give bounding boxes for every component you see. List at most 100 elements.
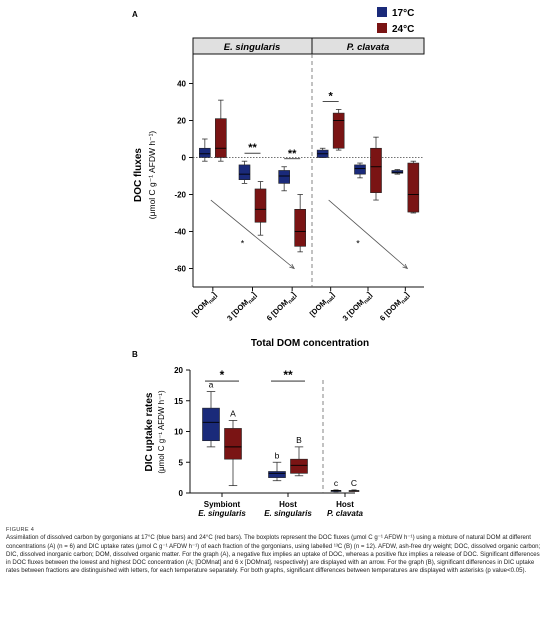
panel-a-box-3-1-box bbox=[332, 112, 345, 149]
panel-a-box-2-1 bbox=[294, 194, 306, 253]
panel-a-box-0-1 bbox=[215, 99, 227, 162]
panel-a-xtick-close-0: ] bbox=[210, 290, 218, 298]
panel-b-ytick-label-1: 5 bbox=[179, 458, 184, 467]
panel-b-xtick-label-2-1: E. singularis bbox=[264, 509, 312, 518]
panel-a-box-4-1-box bbox=[370, 147, 382, 193]
panel-a-xtick-close-4: ] bbox=[365, 290, 373, 298]
panel-a-box-5-1-box bbox=[407, 162, 420, 213]
panel-b-xtick-label-1-2: Host bbox=[336, 500, 354, 509]
panel-a-box-4-0-box bbox=[354, 164, 366, 175]
panel-a-ytick-label-0: -60 bbox=[174, 265, 186, 274]
panel-a-sig-label-0: ** bbox=[248, 142, 257, 154]
panel-a-header: E. singularis P. clavata bbox=[192, 37, 425, 55]
panel-b-xtick-label-2-0: E. singularis bbox=[198, 509, 246, 518]
panel-b-box-2-1 bbox=[348, 489, 360, 492]
panel-a-box-3-0 bbox=[316, 147, 329, 158]
figure-caption: FIGURE 4 Assimilation of dissolved carbo… bbox=[6, 526, 546, 576]
panel-a-ytick-label-5: 40 bbox=[177, 80, 186, 89]
legend: 17°C 24°C bbox=[377, 7, 414, 35]
legend-swatch-24 bbox=[377, 23, 387, 33]
panel-a-xtick-label-5: 6 [DOMnat] bbox=[378, 290, 413, 325]
panel-a-box-2-1-box bbox=[294, 209, 306, 247]
panel-b-xtick-label-2-2: P. clavata bbox=[327, 509, 363, 518]
panel-a-box-1-1-box bbox=[254, 188, 267, 223]
panel-a-box-3-1 bbox=[332, 109, 345, 151]
panel-a-trend-arrowhead-0 bbox=[289, 263, 295, 270]
panel-a-xtick-sub-5: nat bbox=[400, 295, 410, 305]
panel-a-box-2-0 bbox=[278, 166, 290, 192]
panel-b-box-1-1-box bbox=[290, 458, 308, 474]
panel-a-box-5-0-box bbox=[391, 170, 404, 174]
group-label-p-clavata: P. clavata bbox=[347, 42, 390, 53]
panel-a-header-box bbox=[192, 37, 425, 55]
panel-b-letter-0: a bbox=[209, 380, 214, 390]
panel-a-trend-arrow-0 bbox=[210, 199, 295, 269]
panel-a-box-1-0-box bbox=[238, 164, 251, 180]
panel-b-box-0-1-box bbox=[224, 428, 242, 460]
panel-a-xtick-label-1: 3 [DOMnat] bbox=[225, 290, 260, 325]
caption-text: Assimilation of dissolved carbon by gorg… bbox=[6, 534, 541, 575]
panel-b-sig-label-1: ** bbox=[283, 368, 293, 382]
panel-a-trend-label-1: * bbox=[356, 238, 360, 248]
panel-a-xtick-sub-3: nat bbox=[326, 295, 336, 305]
panel-a-trend-arrow-1 bbox=[328, 199, 408, 269]
caption-label: FIGURE 4 bbox=[6, 527, 35, 533]
panel-b-ytick-label-2: 10 bbox=[174, 428, 183, 437]
panel-a-xtick-label-4: 3 [DOMnat] bbox=[341, 290, 376, 325]
panel-a-ytick-label-1: -40 bbox=[174, 228, 186, 237]
panel-a-box-5-1 bbox=[407, 160, 420, 214]
panel-b-box-0-0 bbox=[202, 391, 220, 448]
legend-label-24: 24°C bbox=[392, 24, 414, 35]
panel-a-ytick-label-4: 20 bbox=[177, 117, 186, 126]
panel-b-ytick-label-4: 20 bbox=[174, 366, 183, 375]
panel-b-letter-3: B bbox=[296, 435, 302, 445]
panel-a-xtick-sub-4: nat bbox=[363, 295, 373, 305]
panel-a-ylabel-2: (μmol C g⁻¹ AFDW h⁻¹) bbox=[147, 131, 157, 220]
panel-b-ylabel-2: (μmol C g⁻¹ AFDW h⁻¹) bbox=[157, 390, 166, 474]
panel-b-ytick-label-0: 0 bbox=[179, 489, 184, 498]
panel-a-box-1-1 bbox=[254, 181, 267, 236]
group-label-e-singularis: E. singularis bbox=[224, 42, 281, 53]
panel-a-box-5-0 bbox=[391, 169, 404, 175]
panel-b-xtick-label-1-0: Symbiont bbox=[204, 500, 241, 509]
panel-a-letter: A bbox=[132, 10, 138, 19]
panel-a-ylabel-1: DOC fluxes bbox=[133, 148, 144, 202]
panel-b-sig-label-0: * bbox=[220, 368, 225, 382]
panel-a-xtick-label-2: 6 [DOMnat] bbox=[265, 290, 300, 325]
legend-swatch-17 bbox=[377, 7, 387, 17]
panel-b-box-2-0 bbox=[330, 489, 342, 493]
panel-a-xtick-close-3: ] bbox=[328, 290, 336, 298]
panel-b-letter-4: c bbox=[334, 478, 339, 488]
panel-a-box-0-0-box bbox=[199, 147, 211, 158]
panel-a-xtick-label-3: [DOMnat] bbox=[308, 290, 338, 320]
panel-a-sig-label-2: * bbox=[329, 90, 334, 102]
panel-a-ytick-label-3: 0 bbox=[182, 154, 187, 163]
figure: 17°C 24°C A E. singularis P. clavata -60… bbox=[132, 7, 425, 518]
panel-a-box-0-0 bbox=[199, 138, 211, 162]
panel-a-box-2-0-box bbox=[278, 170, 290, 184]
panel-b-box-1-1 bbox=[290, 446, 308, 477]
panel-a-xtick-sub-0: nat bbox=[208, 295, 218, 305]
panel-b-letter-2: b bbox=[275, 450, 280, 460]
panel-a-xtick-sub-2: nat bbox=[287, 295, 297, 305]
panel-b-box-1-0-box bbox=[268, 471, 286, 478]
panel-a-sig-label-1: ** bbox=[288, 148, 297, 160]
panel-a-xtick-close-1: ] bbox=[250, 290, 258, 298]
panel-b-box-1-0 bbox=[268, 461, 286, 482]
panel-a-box-4-1 bbox=[370, 136, 382, 201]
panel-a-box-4-0 bbox=[354, 162, 366, 179]
panel-b-letter: B bbox=[132, 350, 138, 359]
panel-a-trend-label-0: * bbox=[241, 238, 245, 248]
panel-a-xtick-label-0: [DOMnat] bbox=[190, 290, 220, 320]
panel-a-box-0-1-box bbox=[215, 118, 227, 158]
panel-b-box-0-0-box bbox=[202, 407, 220, 442]
panel-b-letter-5: C bbox=[351, 478, 357, 488]
panel-a-xtick-close-5: ] bbox=[403, 290, 411, 298]
panel-b-ytick-label-3: 15 bbox=[174, 397, 183, 406]
panel-a-xtick-close-2: ] bbox=[289, 290, 297, 298]
panel-a-xlabel: Total DOM concentration bbox=[251, 338, 369, 349]
panel-a-ytick-label-2: -20 bbox=[174, 191, 186, 200]
panel-b-letter-1: A bbox=[230, 408, 236, 418]
panel-a-trend-arrowhead-1 bbox=[402, 263, 409, 270]
